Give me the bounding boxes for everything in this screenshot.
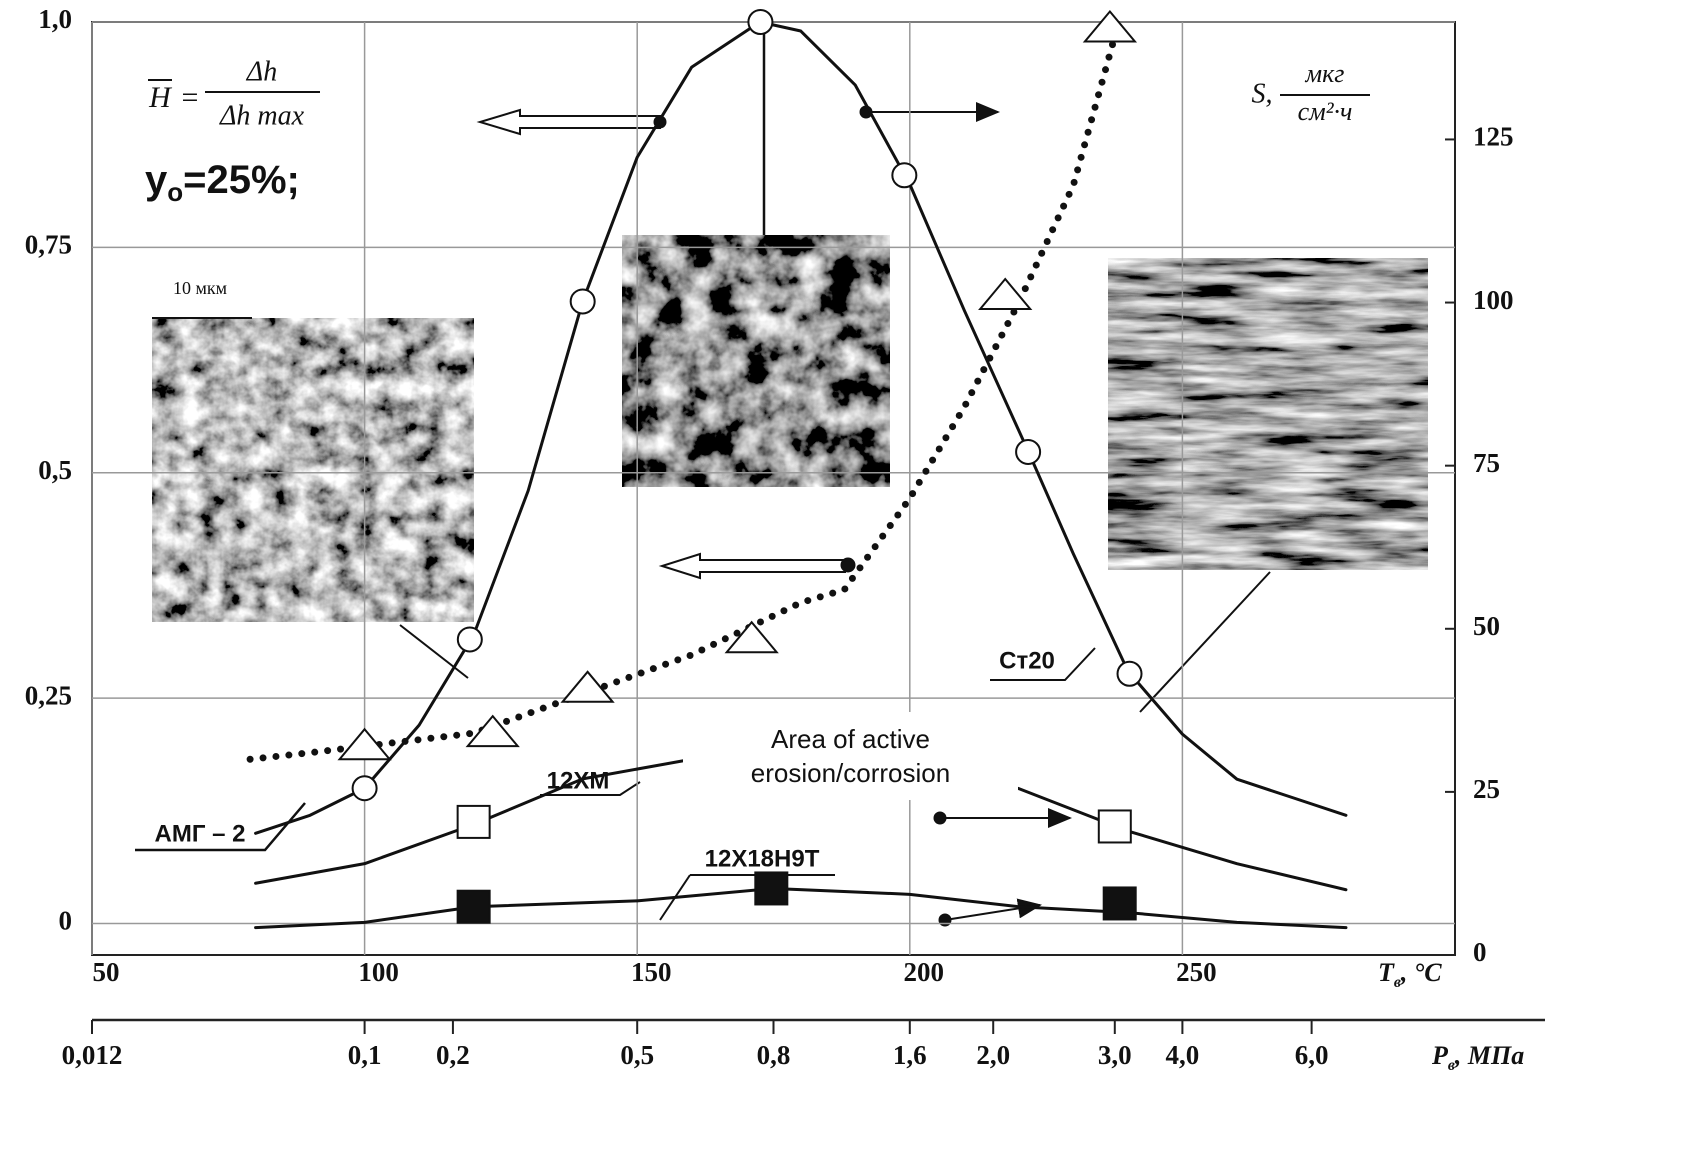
page: {"chart_data": { "type": "line", "formul… [0, 0, 1702, 1173]
arrow-dot [841, 558, 855, 572]
y2-label-denominator: см²·ч [1298, 97, 1353, 126]
arrow [480, 110, 660, 134]
y2-label-numerator: мкг [1305, 59, 1345, 88]
marker-circle [458, 627, 482, 651]
pressure-label-rest: , МПа [1454, 1041, 1524, 1070]
y0-label: yo=25%; [145, 158, 300, 207]
pressure-tick-label: 2,0 [976, 1040, 1010, 1070]
pressure-tick-label: 3,0 [1098, 1040, 1132, 1070]
series-label: 12ХМ [547, 767, 610, 794]
x-tick-label: 150 [631, 957, 672, 987]
y-tick-label: 0,75 [25, 230, 72, 260]
pressure-label: Pв, МПа [1431, 1041, 1524, 1074]
formula-numerator: Δh [246, 56, 277, 87]
marker-triangle [1085, 12, 1135, 42]
formula-lhs: H [148, 81, 173, 114]
y2-label-symbol: S, [1252, 78, 1273, 109]
marker-triangle [727, 622, 777, 652]
marker-circle [1016, 440, 1040, 464]
marker-circle [1118, 662, 1142, 686]
y0-rest: =25%; [183, 158, 300, 202]
micrograph [622, 235, 890, 487]
series-label: АМГ – 2 [155, 820, 246, 847]
pressure-tick-label: 0,8 [757, 1040, 791, 1070]
pressure-tick-label: 0,5 [620, 1040, 654, 1070]
scale-bar-label: 10 мкм [173, 278, 227, 298]
series-line [250, 29, 1117, 760]
pressure-label-sub: в [1448, 1057, 1455, 1074]
marker-square [1099, 810, 1131, 842]
x-tick-label: 200 [904, 957, 945, 987]
y2-tick-label: 50 [1473, 611, 1500, 641]
x-tick-label: 100 [358, 957, 399, 987]
y-tick-label: 1,0 [38, 4, 72, 34]
formula-denominator: Δh max [219, 100, 305, 131]
marker-filled-square [458, 891, 490, 923]
x-tick-label: 250 [1176, 957, 1217, 987]
x-label-rest: , °C [1400, 958, 1442, 987]
region-label: Area of active erosion/corrosion [683, 712, 1018, 800]
pressure-tick-label: 0,012 [62, 1040, 123, 1070]
chart: 10 мкм H = Δh Δh max S, мкг см²·ч 1,0 0,7… [0, 0, 1702, 1173]
marker-filled-square [755, 872, 787, 904]
x-tick-label: 50 [93, 957, 120, 987]
marker-circle [571, 289, 595, 313]
series-label: 12Х18Н9Т [705, 845, 820, 872]
y2-tick-label: 25 [1473, 774, 1500, 804]
marker-triangle [468, 716, 518, 746]
pressure-tick-label: 1,6 [893, 1040, 927, 1070]
y-tick-label: 0,5 [38, 455, 72, 485]
leader-line [400, 625, 468, 678]
leader-line [1140, 572, 1270, 712]
y0-sub: o [167, 177, 183, 207]
y0-main: y [145, 158, 168, 202]
micrograph [1108, 258, 1428, 570]
pressure-tick-label: 4,0 [1166, 1040, 1200, 1070]
micrograph [152, 318, 474, 622]
pressure-tick-label: 6,0 [1295, 1040, 1329, 1070]
y2-tick-label: 100 [1473, 285, 1514, 315]
y2-tick-label: 75 [1473, 448, 1500, 478]
arrow-dot [934, 812, 946, 824]
formula-eq: = [182, 81, 199, 114]
y2-tick-label: 125 [1473, 122, 1514, 152]
marker-circle [353, 776, 377, 800]
x-label-sub: в [1394, 974, 1401, 991]
series-label: Ст20 [999, 647, 1055, 674]
marker-circle [748, 10, 772, 34]
y2-tick-label: 0 [1473, 937, 1487, 967]
pressure-label-main: P [1431, 1041, 1449, 1070]
marker-circle [892, 163, 916, 187]
arrow [662, 554, 845, 578]
y-tick-label: 0,25 [25, 680, 72, 710]
pressure-tick-label: 0,2 [436, 1040, 470, 1070]
marker-triangle [980, 279, 1030, 309]
marker-square [458, 806, 490, 838]
pressure-tick-label: 0,1 [348, 1040, 382, 1070]
x-label-main: T [1378, 958, 1395, 987]
marker-filled-square [1104, 887, 1136, 919]
x-label: Tв, °C [1378, 958, 1442, 991]
y-tick-label: 0 [59, 906, 73, 936]
arrow-dot [939, 914, 951, 926]
